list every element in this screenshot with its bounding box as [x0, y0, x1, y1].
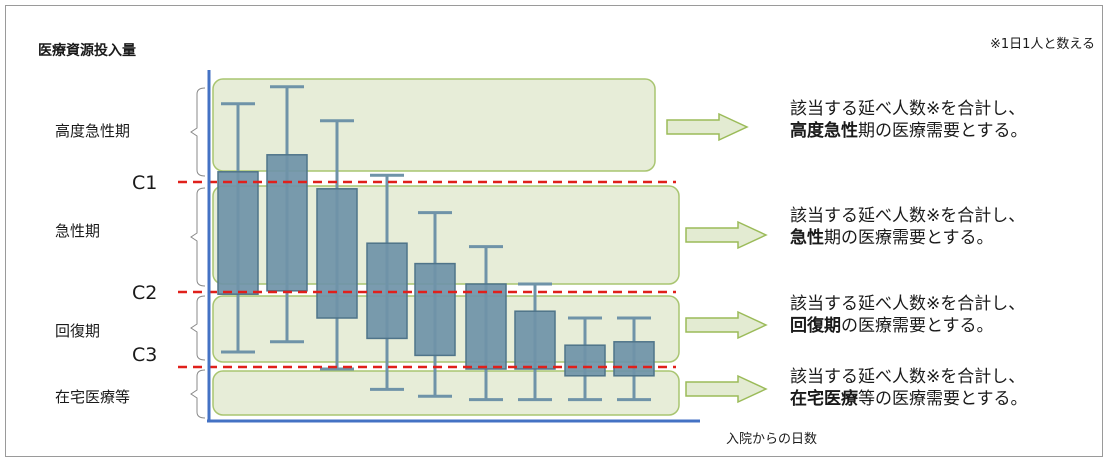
box-body	[613, 341, 655, 377]
box-plot-3	[316, 119, 358, 371]
phase-brackets	[190, 87, 206, 419]
box-body	[414, 262, 456, 357]
box-plot-2	[266, 85, 308, 344]
phase-label-home-care: 在宅医療等	[55, 388, 131, 406]
bracket-1	[190, 87, 206, 177]
box-plot-8	[564, 316, 606, 402]
box-body	[266, 154, 308, 292]
box-plots	[217, 85, 655, 402]
result-text-acute: 該当する延べ人数※を合計し、 急性期の医療需要とする。	[790, 205, 1025, 249]
bracket-4	[190, 369, 206, 419]
result-line2: 回復期の医療需要とする。	[790, 316, 994, 336]
result-line1: 該当する延べ人数※を合計し、	[790, 206, 1026, 226]
band-high-acute	[212, 78, 656, 172]
result-text-home-care: 該当する延べ人数※を合計し、 在宅医療等の医療需要とする。	[790, 366, 1028, 410]
arrow-4	[685, 374, 768, 404]
box-body	[465, 283, 507, 370]
box-plot-6	[465, 245, 507, 402]
result-line1: 該当する延べ人数※を合計し、	[790, 99, 1026, 119]
result-line2: 高度急性期の医療需要とする。	[790, 121, 1028, 141]
diagram-frame	[5, 5, 1103, 457]
bracket-3	[190, 295, 206, 361]
result-line2: 急性期の医療需要とする。	[790, 228, 994, 248]
arrow-1	[666, 112, 749, 142]
box-plot-1	[217, 102, 259, 354]
box-body	[316, 188, 358, 319]
cutoff-label-c3: C3	[132, 344, 158, 366]
box-plot-7	[514, 282, 556, 402]
arrow-2	[685, 220, 768, 250]
box-plot-5	[414, 211, 456, 398]
counting-note: ※1日1人と数える	[989, 37, 1095, 52]
phase-label-recovery: 回復期	[55, 322, 101, 340]
result-arrows	[666, 112, 768, 404]
box-plot-9	[613, 316, 655, 402]
x-axis-title: 入院からの日数	[726, 432, 818, 447]
phase-label-acute: 急性期	[55, 222, 101, 240]
box-body	[217, 171, 259, 295]
result-line1: 該当する延べ人数※を合計し、	[790, 294, 1026, 314]
arrow-3	[685, 310, 768, 340]
band-home-care	[212, 370, 680, 416]
result-line1: 該当する延べ人数※を合計し、	[790, 367, 1026, 387]
cutoff-lines	[178, 180, 676, 369]
result-line2: 在宅医療等の医療需要とする。	[790, 389, 1028, 409]
cutoff-label-c1: C1	[132, 172, 158, 194]
phase-label-high-acute: 高度急性期	[55, 122, 131, 140]
result-text-recovery: 該当する延べ人数※を合計し、 回復期の医療需要とする。	[790, 293, 1025, 337]
box-body	[564, 344, 606, 377]
box-body	[514, 310, 556, 370]
bracket-2	[190, 187, 206, 287]
y-axis-title: 医療資源投入量	[38, 43, 136, 59]
result-text-high-acute: 該当する延べ人数※を合計し、 高度急性期の医療需要とする。	[790, 98, 1028, 142]
cutoff-label-c2: C2	[132, 282, 158, 304]
